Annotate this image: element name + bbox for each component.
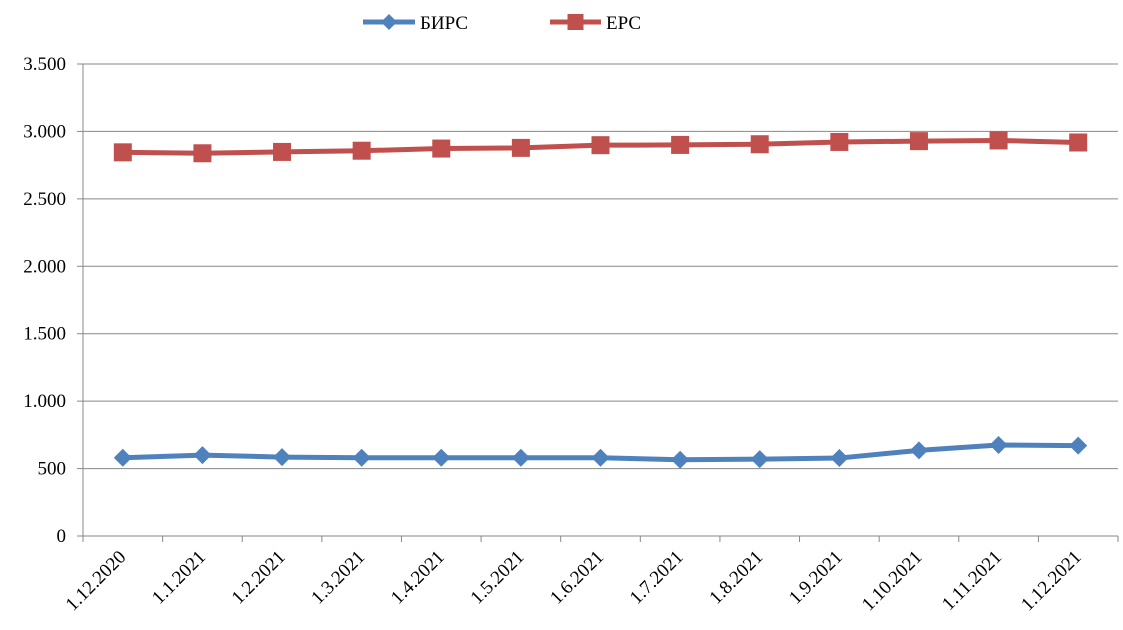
data-point-diamond bbox=[989, 435, 1008, 454]
x-tick-label: 1.8.2021 bbox=[705, 547, 767, 609]
legend-label: БИРС bbox=[420, 13, 468, 34]
x-tick-label: 1.7.2021 bbox=[626, 547, 688, 609]
x-tick-label: 1.12.2021 bbox=[1017, 547, 1086, 616]
data-point-diamond bbox=[273, 448, 292, 467]
x-tick-label: 1.3.2021 bbox=[307, 547, 369, 609]
data-point-diamond bbox=[113, 448, 132, 467]
y-tick-label: 500 bbox=[38, 459, 67, 480]
gridlines bbox=[83, 63, 1118, 470]
data-point-square bbox=[1069, 133, 1088, 152]
x-tick-label: 1.5.2021 bbox=[467, 547, 529, 609]
data-point-diamond bbox=[1069, 436, 1088, 455]
y-tick-label: 2.500 bbox=[23, 189, 66, 210]
y-axis-ticks: 0 500 1.000 1.500 2.000 2.500 3.000 3.500 bbox=[23, 54, 83, 547]
x-tick-label: 1.12.2020 bbox=[62, 547, 131, 616]
data-point-square bbox=[511, 138, 530, 157]
data-point-square bbox=[671, 135, 690, 154]
x-tick-label: 1.1.2021 bbox=[148, 547, 210, 609]
x-tick-label: 1.10.2021 bbox=[858, 547, 927, 616]
data-point-diamond bbox=[193, 446, 212, 465]
data-point-square bbox=[432, 139, 451, 158]
axes bbox=[82, 64, 1118, 537]
data-point-diamond bbox=[830, 449, 849, 468]
y-tick-label: 1.500 bbox=[23, 324, 66, 345]
data-point-diamond bbox=[909, 441, 928, 460]
data-point-square bbox=[273, 142, 292, 161]
series-group bbox=[113, 131, 1088, 469]
x-tick-label: 1.2.2021 bbox=[228, 547, 290, 609]
data-point-diamond bbox=[591, 448, 610, 467]
data-point-diamond bbox=[432, 448, 451, 467]
y-tick-label: 2.000 bbox=[23, 256, 66, 277]
legend-marker-square bbox=[567, 14, 584, 30]
legend-label: ЕРС bbox=[606, 13, 641, 34]
x-tick-label: 1.6.2021 bbox=[546, 547, 608, 609]
y-tick-label: 1.000 bbox=[23, 391, 66, 412]
data-point-square bbox=[750, 135, 769, 154]
x-tick-label: 1.4.2021 bbox=[387, 547, 449, 609]
y-tick-label: 3.500 bbox=[23, 54, 66, 75]
data-point-diamond bbox=[750, 450, 769, 469]
y-tick-label: 3.000 bbox=[23, 121, 66, 142]
data-point-square bbox=[352, 141, 371, 160]
data-point-square bbox=[113, 143, 132, 162]
data-point-square bbox=[591, 136, 610, 155]
x-tick-label: 1.9.2021 bbox=[785, 547, 847, 609]
x-tick-label: 1.11.2021 bbox=[938, 547, 1006, 615]
data-point-square bbox=[830, 132, 849, 151]
y-tick-label: 0 bbox=[57, 526, 67, 547]
data-point-square bbox=[193, 144, 212, 163]
data-point-diamond bbox=[671, 450, 690, 469]
legend-marker-diamond bbox=[381, 14, 397, 30]
data-point-diamond bbox=[352, 448, 371, 467]
data-point-square bbox=[909, 132, 928, 151]
data-point-square bbox=[989, 131, 1008, 150]
data-point-diamond bbox=[511, 448, 530, 467]
legend: БИРС ЕРС bbox=[363, 13, 641, 34]
x-axis-ticks: 1.12.2020 1.1.2021 1.2.2021 1.3.2021 1.4.202… bbox=[62, 536, 1119, 616]
